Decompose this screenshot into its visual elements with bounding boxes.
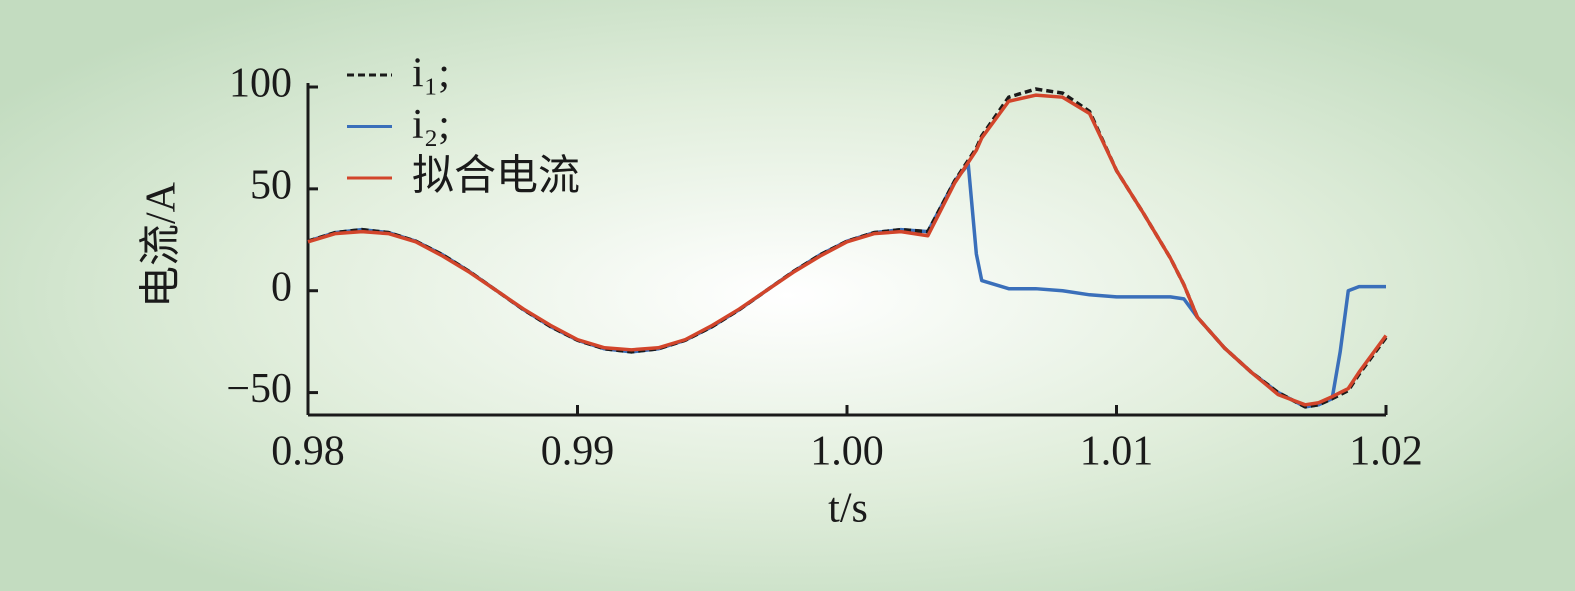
x-axis-label: t/s xyxy=(828,486,868,532)
y-tick-label: −50 xyxy=(226,366,292,412)
x-tick-label: 1.01 xyxy=(1080,429,1154,475)
x-tick-label: 0.98 xyxy=(271,429,345,475)
series-line xyxy=(307,93,1388,407)
legend-label: i₂; xyxy=(412,102,450,148)
legend-label: i₁; xyxy=(412,51,450,97)
x-tick-label: 1.00 xyxy=(810,429,884,475)
y-tick-label: 100 xyxy=(229,61,292,107)
x-tick-label: 1.02 xyxy=(1349,429,1423,475)
y-tick-label: 0 xyxy=(271,264,292,310)
x-tick-label: 0.99 xyxy=(541,429,615,475)
series-line xyxy=(307,87,1388,409)
y-tick-label: 50 xyxy=(250,163,292,209)
legend-label: 拟合电流 xyxy=(412,154,580,200)
y-axis-label: 电流/A xyxy=(139,181,185,308)
